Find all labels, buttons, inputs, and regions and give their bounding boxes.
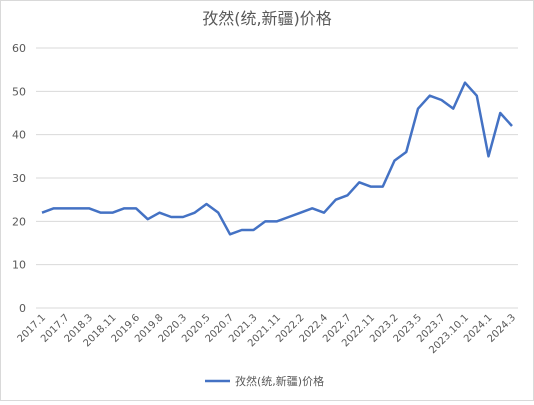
- y-tick-label: 50: [12, 85, 26, 98]
- y-tick-label: 60: [12, 42, 26, 55]
- series-line: [41, 81, 513, 236]
- y-tick-label: 20: [12, 215, 26, 228]
- y-tick-label: 30: [12, 172, 26, 185]
- legend-label: 孜然(统,新疆)价格: [235, 374, 324, 388]
- y-tick-label: 10: [12, 259, 26, 272]
- y-tick-label: 40: [12, 129, 26, 142]
- y-tick-label: 0: [19, 302, 26, 315]
- chart-title: 孜然(统,新疆)价格: [202, 9, 332, 28]
